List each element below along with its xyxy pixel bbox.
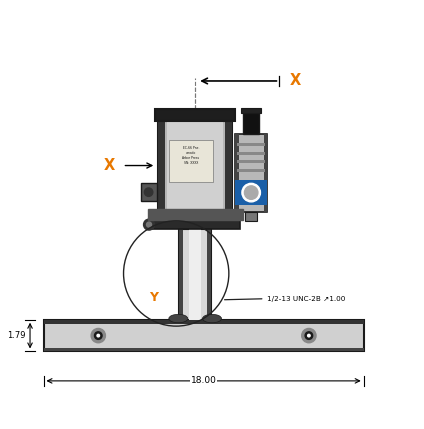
Bar (158, 121, 232, 220)
Text: SN: XXXX: SN: XXXX (184, 161, 198, 165)
Bar (237, 143, 265, 146)
Bar (155, 109, 235, 121)
Bar (44, 348, 364, 351)
Text: Arbor Press: Arbor Press (182, 156, 200, 160)
Bar (141, 183, 156, 201)
Circle shape (308, 334, 310, 337)
Circle shape (91, 329, 106, 343)
Circle shape (244, 186, 258, 199)
Text: umatic: umatic (186, 151, 196, 154)
Bar (237, 152, 265, 155)
Text: 18.00: 18.00 (191, 376, 217, 385)
Bar (245, 211, 257, 221)
Bar (235, 133, 239, 211)
Text: X: X (290, 73, 301, 88)
Circle shape (97, 334, 100, 337)
Circle shape (95, 332, 102, 339)
Circle shape (145, 188, 153, 196)
Text: X: X (103, 158, 115, 173)
Text: Y: Y (149, 291, 158, 305)
Circle shape (147, 222, 151, 227)
Bar (158, 121, 165, 220)
Bar (207, 229, 211, 320)
Bar (243, 113, 259, 133)
Bar (264, 133, 267, 211)
Ellipse shape (203, 314, 221, 323)
Bar (151, 220, 240, 229)
Bar (237, 160, 265, 163)
Bar (241, 109, 261, 113)
Circle shape (302, 329, 316, 343)
Bar (167, 121, 223, 220)
Circle shape (242, 183, 260, 202)
Circle shape (305, 332, 312, 339)
Text: 1/2-13 UNC-2B ↗1.00: 1/2-13 UNC-2B ↗1.00 (267, 296, 345, 302)
Bar (169, 140, 213, 182)
Bar (148, 209, 243, 220)
Bar (235, 133, 267, 211)
Ellipse shape (169, 314, 188, 323)
Bar (226, 121, 232, 220)
Bar (44, 320, 364, 351)
Text: EC-66 Pne.: EC-66 Pne. (183, 145, 199, 150)
Bar (235, 180, 267, 205)
Bar (237, 169, 265, 172)
Bar (179, 229, 211, 320)
Text: 1.79: 1.79 (7, 331, 26, 340)
Bar (44, 320, 364, 324)
Circle shape (144, 219, 154, 230)
Bar (179, 229, 183, 320)
Bar (189, 229, 201, 320)
